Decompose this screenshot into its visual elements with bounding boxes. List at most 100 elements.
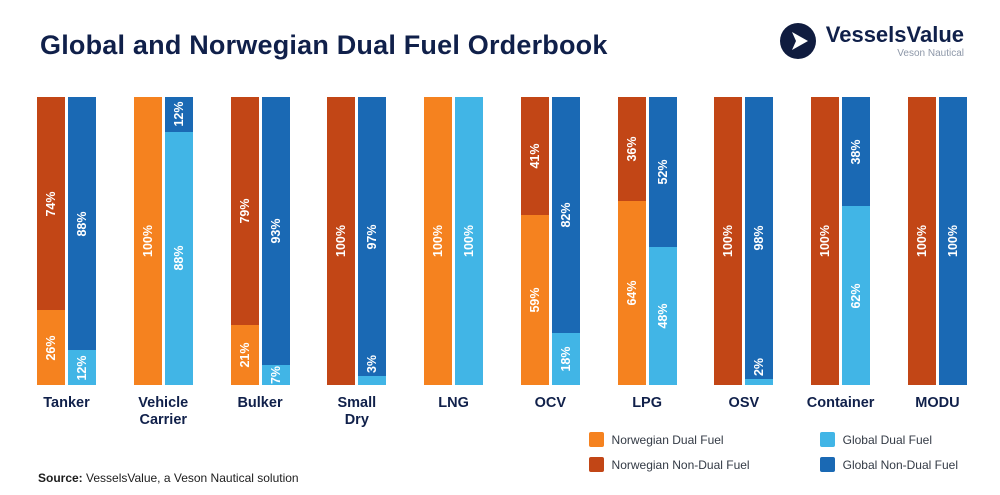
- category-group: 100% 100% LNG: [407, 97, 500, 429]
- category-label: Small Dry: [337, 395, 377, 429]
- bar-pair: 74% 26% 88% 12%: [37, 97, 96, 385]
- norwegian-bar: 100%: [327, 97, 356, 385]
- category-label: Bulker: [237, 395, 283, 411]
- category-label: OCV: [534, 395, 567, 411]
- bar-segment: 100%: [424, 97, 453, 385]
- category-group: 36% 64% 52% 48% LPG: [601, 97, 694, 429]
- category-group: 100% 100% MODU: [891, 97, 984, 429]
- bar-value-label: 74%: [44, 191, 58, 217]
- category-group: 41% 59% 82% 18% OCV: [504, 97, 597, 429]
- stacked-bar-chart: 74% 26% 88% 12% Tanker 100% 12% 88% Vehicle Carr…: [20, 97, 984, 429]
- chart-title: Global and Norwegian Dual Fuel Orderbook: [40, 30, 608, 60]
- bar-segment: 18%: [551, 333, 580, 385]
- bar-segment: 36%: [617, 97, 646, 201]
- bar-segment: 100%: [327, 97, 356, 385]
- bar-value-label: 12%: [75, 355, 89, 381]
- bar-segment: 100%: [455, 97, 484, 385]
- legend-item: Norwegian Dual Fuel: [588, 432, 750, 447]
- bar-segment: 97%: [358, 97, 387, 377]
- global-bar: 38% 62%: [842, 97, 871, 385]
- legend-swatch: [588, 432, 604, 447]
- chart-legend: Norwegian Dual Fuel Norwegian Non-Dual Fu…: [588, 432, 958, 472]
- bar-value-label: 100%: [334, 225, 349, 257]
- norwegian-bar: 79% 21%: [230, 97, 259, 385]
- category-label: OSV: [728, 395, 760, 411]
- logo-brand: VesselsValue: [825, 22, 964, 48]
- global-bar: 97% 3%: [358, 97, 387, 385]
- bar-value-label: 93%: [268, 218, 283, 244]
- legend-swatch: [819, 432, 835, 447]
- bar-segment: 64%: [617, 200, 646, 385]
- category-group: 79% 21% 93% 7% Bulker: [214, 97, 307, 429]
- global-bar: 52% 48%: [648, 97, 677, 385]
- source-text: VesselsValue, a Veson Nautical solution: [82, 471, 299, 485]
- legend-item: Global Non-Dual Fuel: [819, 457, 958, 472]
- bar-segment: 100%: [938, 97, 967, 385]
- bar-value-label: 79%: [237, 198, 252, 224]
- bar-value-label: 62%: [849, 283, 864, 309]
- bar-segment: 100%: [133, 97, 162, 385]
- bar-segment: 26%: [37, 310, 65, 385]
- bar-value-label: 18%: [558, 346, 573, 372]
- category-label: MODU: [915, 395, 960, 411]
- legend-label: Global Non-Dual Fuel: [842, 457, 958, 472]
- bar-pair: 100% 12% 88%: [133, 97, 193, 385]
- legend-swatch: [819, 457, 835, 472]
- legend-label: Global Dual Fuel: [842, 432, 932, 447]
- global-bar: 93% 7%: [261, 97, 290, 385]
- category-group: 100% 38% 62% Container: [794, 97, 887, 429]
- global-bar: 100%: [455, 97, 484, 385]
- bar-value-label: 48%: [655, 303, 670, 329]
- bar-pair: 100% 100%: [424, 97, 484, 385]
- bar-segment: 41%: [520, 97, 549, 216]
- bar-value-label: 26%: [44, 335, 58, 361]
- bar-value-label: 100%: [945, 225, 960, 257]
- logo-tagline: Veson Nautical: [897, 47, 964, 59]
- bar-segment: 12%: [164, 97, 193, 132]
- bar-value-label: 100%: [914, 225, 929, 257]
- bar-segment: 88%: [164, 131, 193, 385]
- bar-value-label: 64%: [624, 280, 639, 306]
- bar-segment: 93%: [261, 97, 290, 365]
- logo-text: VesselsValue Veson Nautical: [826, 23, 964, 58]
- bar-value-label: 100%: [140, 225, 155, 257]
- category-group: 100% 97% 3% Small Dry: [310, 97, 403, 429]
- legend-label: Norwegian Dual Fuel: [611, 432, 724, 447]
- bar-value-label: 100%: [818, 225, 833, 257]
- category-group: 100% 12% 88% Vehicle Carrier: [117, 97, 210, 429]
- bar-value-label: 82%: [558, 202, 573, 228]
- bar-value-label: 21%: [237, 342, 252, 368]
- category-label: LNG: [438, 395, 469, 411]
- bar-pair: 79% 21% 93% 7%: [230, 97, 290, 385]
- norwegian-bar: 100%: [133, 97, 162, 385]
- bar-segment: 52%: [648, 97, 677, 247]
- source-note: Source: VesselsValue, a Veson Nautical s…: [38, 471, 299, 485]
- bar-segment: 100%: [714, 97, 743, 385]
- bar-value-label: 100%: [721, 225, 736, 257]
- global-bar: 82% 18%: [551, 97, 580, 385]
- bar-value-label: 97%: [365, 224, 380, 250]
- bar-value-label: 36%: [624, 136, 639, 162]
- global-bar: 100%: [938, 97, 967, 385]
- bar-segment: 82%: [551, 97, 580, 334]
- legend-label: Norwegian Non-Dual Fuel: [611, 457, 750, 472]
- bar-segment: 100%: [811, 97, 840, 385]
- global-bar: 88% 12%: [68, 97, 96, 385]
- bar-segment: 79%: [230, 97, 259, 325]
- legend-item: Norwegian Non-Dual Fuel: [588, 457, 750, 472]
- vesselsvalue-logo: VesselsValue Veson Nautical: [779, 22, 964, 60]
- legend-column: Norwegian Dual Fuel Norwegian Non-Dual Fu…: [588, 432, 750, 472]
- legend-item: Global Dual Fuel: [819, 432, 958, 447]
- bar-segment: 88%: [68, 97, 96, 351]
- category-group: 100% 98% 2% OSV: [697, 97, 790, 429]
- bar-value-label: 88%: [75, 211, 89, 237]
- bar-segment: 2%: [745, 358, 774, 385]
- bar-pair: 41% 59% 82% 18%: [520, 97, 580, 385]
- bar-value-label: 3%: [365, 355, 380, 374]
- bar-segment: 7%: [261, 364, 290, 385]
- bar-value-label: 38%: [849, 139, 864, 165]
- bar-pair: 100% 100%: [907, 97, 967, 385]
- bar-segment: 38%: [842, 97, 871, 207]
- norwegian-bar: 41% 59%: [520, 97, 549, 385]
